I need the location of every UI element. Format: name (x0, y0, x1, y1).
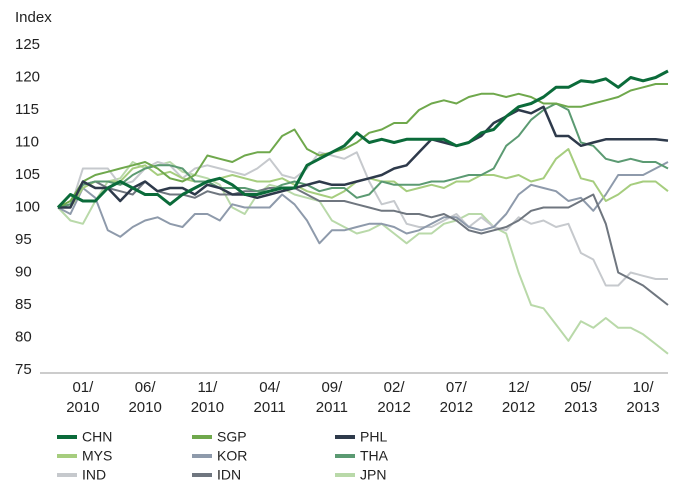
y-tick-label: 75 (15, 361, 32, 378)
legend-label: CHN (82, 429, 112, 445)
x-tick-label: 05/ 2013 (564, 379, 598, 416)
y-tick-label: 90 (15, 263, 32, 280)
x-tick-label: 06/ 2010 (128, 379, 162, 416)
y-tick-label: 105 (15, 166, 40, 183)
y-tick-label: 100 (15, 198, 40, 215)
x-tick-label: 04/ 2011 (253, 379, 286, 416)
y-tick-label: 115 (15, 101, 39, 118)
series-line (57, 161, 669, 245)
x-tick-label: 01/ 2010 (66, 379, 100, 416)
y-tick-label: 120 (15, 68, 40, 85)
x-tick-label: 09/ 2011 (315, 379, 348, 416)
series-line (56, 69, 669, 209)
series-line (57, 83, 668, 209)
legend-label: JPN (360, 467, 386, 483)
legend-label: THA (360, 448, 389, 464)
x-tick-label: 11/ 2010 (190, 379, 225, 416)
legend-label: KOR (217, 448, 247, 464)
series-line (57, 102, 669, 209)
series-line (58, 151, 668, 287)
y-tick-label: 95 (15, 231, 32, 248)
x-tick-label: 07/ 2012 (439, 379, 474, 416)
y-tick-label: 110 (15, 133, 39, 150)
x-tick-label: 10/ 2013 (626, 379, 660, 416)
series-line (57, 161, 669, 355)
legend-label: IDN (217, 467, 241, 483)
legend-label: PHL (360, 429, 387, 445)
y-tick-label: 80 (15, 328, 32, 345)
legend-label: MYS (82, 448, 112, 464)
y-tick-label: 85 (15, 296, 32, 313)
series-line (58, 105, 669, 209)
legend-label: SGP (217, 429, 247, 445)
x-tick-label: 02/ 2012 (377, 379, 411, 416)
y-axis-label: Index (15, 9, 52, 26)
x-tick-label: 12/ 2012 (501, 379, 536, 416)
y-tick-label: 125 (15, 36, 40, 53)
legend-label: IND (82, 467, 106, 483)
